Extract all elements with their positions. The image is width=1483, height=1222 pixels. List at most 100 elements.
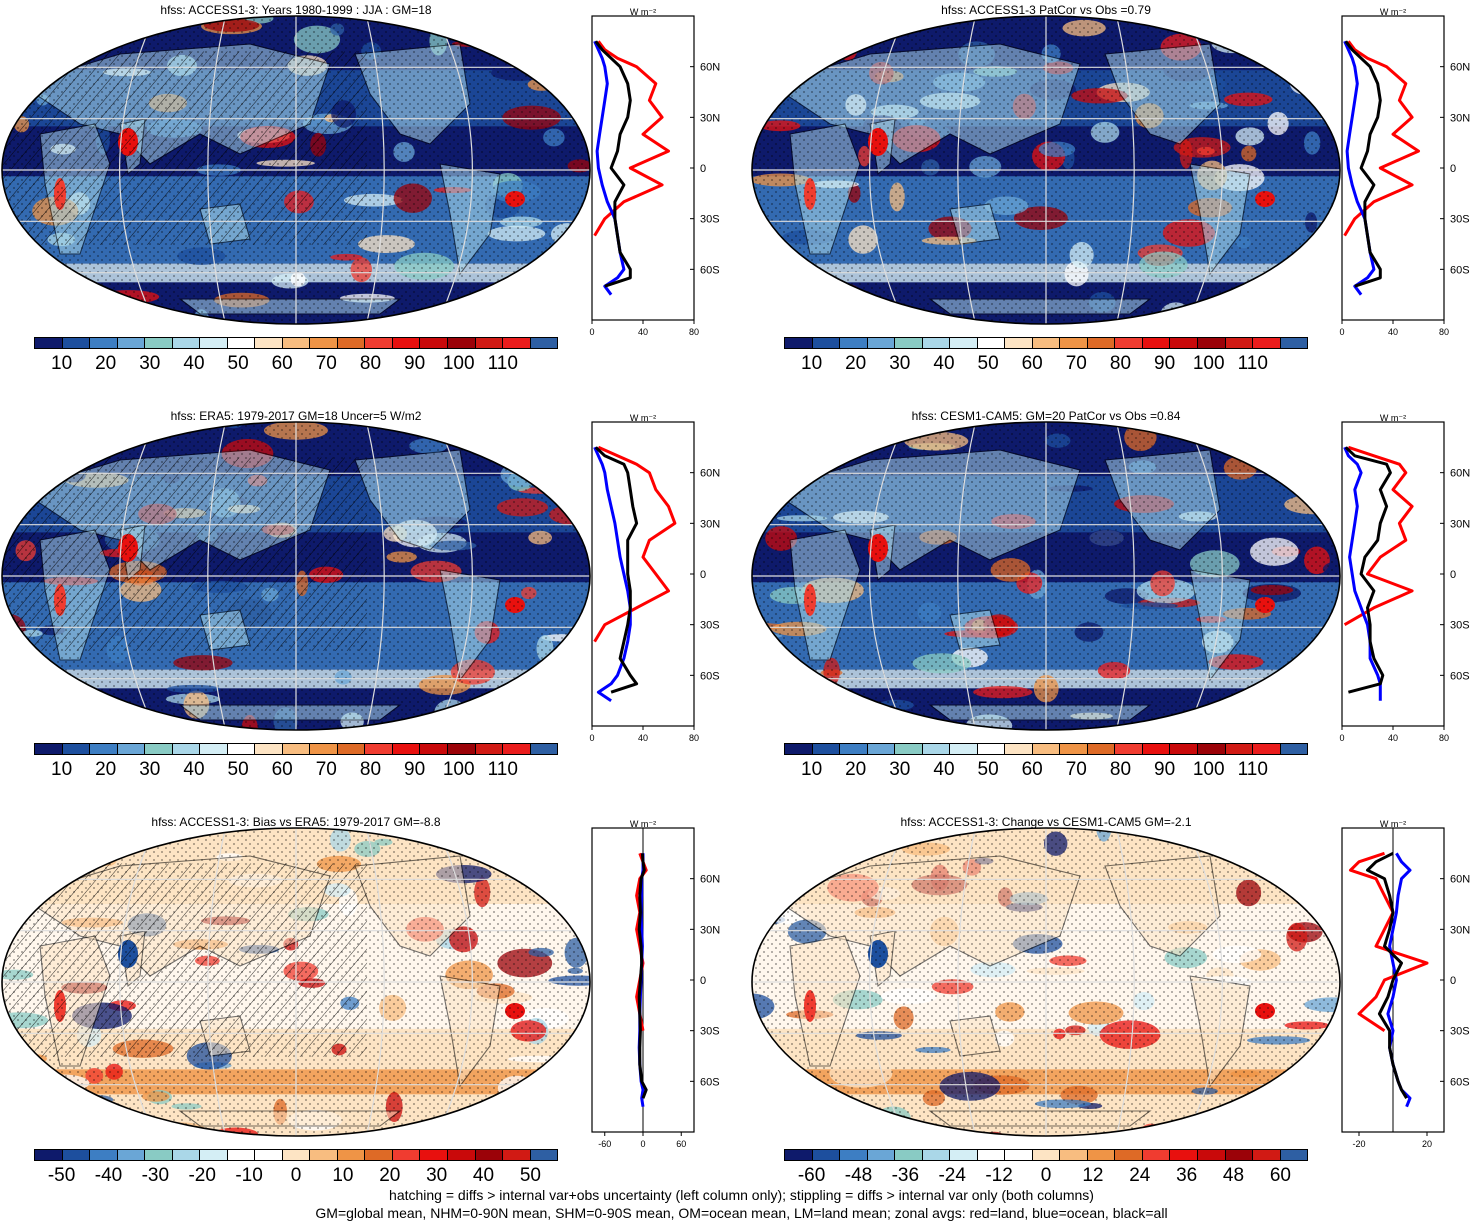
colorbar-swatch	[337, 1150, 366, 1160]
colorbar-swatch	[1280, 744, 1308, 754]
lat-tick-label: 60N	[1450, 62, 1470, 74]
zonal-xtick-label: 80	[1439, 733, 1449, 743]
colorbar-tick-label: -60	[797, 1165, 826, 1186]
colorbar-swatch	[895, 338, 923, 348]
colorbar-tick-label: 30	[139, 759, 161, 780]
colorbar-tick-label: 10	[51, 353, 73, 374]
colorbar-tick-label: 80	[1109, 759, 1132, 780]
colorbar-swatch	[503, 744, 531, 754]
colorbar-swatch	[1142, 338, 1171, 348]
zonal-xtick-label: 0	[1339, 733, 1344, 743]
lat-tick-label: 30S	[1450, 1026, 1470, 1038]
zonal-xtick-label: 0	[640, 1139, 645, 1149]
colorbar-swatch	[365, 744, 393, 754]
colorbar-tick-label: 10	[332, 1165, 354, 1186]
colorbar-swatch	[1087, 338, 1116, 348]
footer-line-2: GM=global mean, NHM=0-90N mean, SHM=0-90…	[315, 1205, 1168, 1221]
zonal-mean-plot: W m⁻² 60N 30N 0 30S 60S 0 40 80	[1339, 7, 1470, 337]
map-plot	[751, 421, 1341, 731]
colorbar-swatch	[867, 744, 896, 754]
colorbar-tick-label: 70	[315, 353, 337, 374]
colorbar-swatch	[977, 338, 1006, 348]
colorbar-tick-label: 30	[889, 353, 911, 374]
colorbar-swatch	[35, 338, 63, 348]
lat-tick-label: 60N	[700, 468, 720, 480]
colorbar-tick-label: 50	[977, 759, 999, 780]
lat-tick-label: 30S	[1450, 214, 1470, 226]
map-plot	[751, 827, 1341, 1137]
zonal-xtick-label: 40	[1388, 733, 1398, 743]
panel-hfss-bias-era5: hfss: ACCESS1-3: Bias vs ERA5: 1979-2017…	[0, 812, 733, 1212]
lat-tick-label: 60N	[1450, 874, 1470, 886]
lat-tick-label: 30N	[700, 924, 720, 936]
colorbar-tick-label: 40	[933, 353, 955, 374]
colorbar-swatch	[145, 1150, 173, 1160]
colorbar-tick-label: 40	[183, 759, 205, 780]
lat-tick-label: 0	[700, 975, 706, 987]
colorbar-tick-label: 60	[271, 759, 293, 780]
colorbar	[784, 1149, 1308, 1161]
colorbar-swatch	[1197, 744, 1226, 754]
colorbar-swatch	[1170, 744, 1198, 754]
lat-tick-label: 60S	[1450, 670, 1470, 682]
colorbar-swatch	[392, 744, 421, 754]
colorbar-swatch	[1087, 1150, 1116, 1160]
colorbar-tick-label: 110	[1237, 759, 1268, 780]
zonal-units-label: W m⁻²	[1380, 413, 1406, 423]
zonal-line-land	[1343, 445, 1414, 626]
colorbar-swatch	[145, 744, 173, 754]
zonal-units-label: W m⁻²	[1380, 819, 1406, 829]
colorbar-swatch	[1115, 744, 1143, 754]
lat-tick-label: 30N	[1450, 924, 1470, 936]
colorbar-swatch	[310, 338, 338, 348]
colorbar-swatch	[90, 1150, 118, 1160]
colorbar-swatch	[1087, 744, 1116, 754]
zonal-xtick-label: 60	[676, 1139, 686, 1149]
colorbar-tick-label: 70	[1065, 353, 1087, 374]
colorbar-swatch	[200, 1150, 228, 1160]
colorbar-tick-label: 50	[977, 353, 999, 374]
panel-hfss-cesm: hfss: CESM1-CAM5: GM=20 PatCor vs Obs =0…	[750, 406, 1483, 806]
lat-tick-label: 30S	[700, 620, 720, 632]
colorbar-tick-label: -30	[141, 1165, 170, 1186]
colorbar-tick-label: -50	[47, 1165, 76, 1186]
colorbar-swatch	[420, 744, 448, 754]
footer-line-1: hatching = diffs > internal var+obs unce…	[389, 1187, 1094, 1203]
panel-title: hfss: ERA5: 1979-2017 GM=18 Uncer=5 W/m2	[170, 409, 422, 423]
panel-hfss-era5: hfss: ERA5: 1979-2017 GM=18 Uncer=5 W/m2…	[0, 406, 733, 806]
zonal-xtick-label: 0	[589, 327, 594, 337]
zonal-line-all	[1344, 40, 1382, 288]
colorbar-swatch	[867, 338, 896, 348]
panel-hfss-access-jja: hfss: ACCESS1-3: Years 1980-1999 : JJA :…	[0, 0, 733, 400]
lat-tick-label: 30N	[1450, 112, 1470, 124]
colorbar-swatch	[420, 338, 448, 348]
colorbar-swatch	[337, 744, 366, 754]
colorbar-tick-label: 80	[359, 759, 382, 780]
colorbar-swatch	[1225, 338, 1254, 348]
colorbar-tick-label: 20	[845, 759, 867, 780]
colorbar-swatch	[950, 338, 978, 348]
map-plot	[1, 421, 591, 731]
zonal-xtick-label: 80	[1439, 327, 1449, 337]
colorbar-swatch	[337, 338, 366, 348]
zonal-line-ocean	[593, 446, 632, 702]
lat-tick-label: 30S	[700, 214, 720, 226]
zonal-xtick-label: 0	[1339, 327, 1344, 337]
colorbar-swatch	[475, 1150, 504, 1160]
zonal-xtick-label: 0	[589, 733, 594, 743]
colorbar-swatch	[530, 1150, 558, 1160]
zonal-units-label: W m⁻²	[630, 7, 656, 17]
colorbar-swatch	[1005, 744, 1033, 754]
colorbar-tick-label: -48	[844, 1165, 873, 1186]
colorbar-swatch	[812, 338, 841, 348]
colorbar-swatch	[1005, 1150, 1033, 1160]
lat-tick-label: 30S	[1450, 620, 1470, 632]
colorbar-swatch	[1170, 1150, 1198, 1160]
colorbar-tick-label: -24	[938, 1165, 966, 1186]
colorbar-swatch	[392, 338, 421, 348]
panel-hfss-access-patcor: hfss: ACCESS1-3 PatCor vs Obs =0.79 W m⁻²…	[750, 0, 1483, 400]
colorbar-swatch	[1197, 1150, 1226, 1160]
colorbar-swatch	[172, 744, 201, 754]
colorbar-swatch	[895, 1150, 923, 1160]
colorbar-tick-label: 40	[933, 759, 955, 780]
